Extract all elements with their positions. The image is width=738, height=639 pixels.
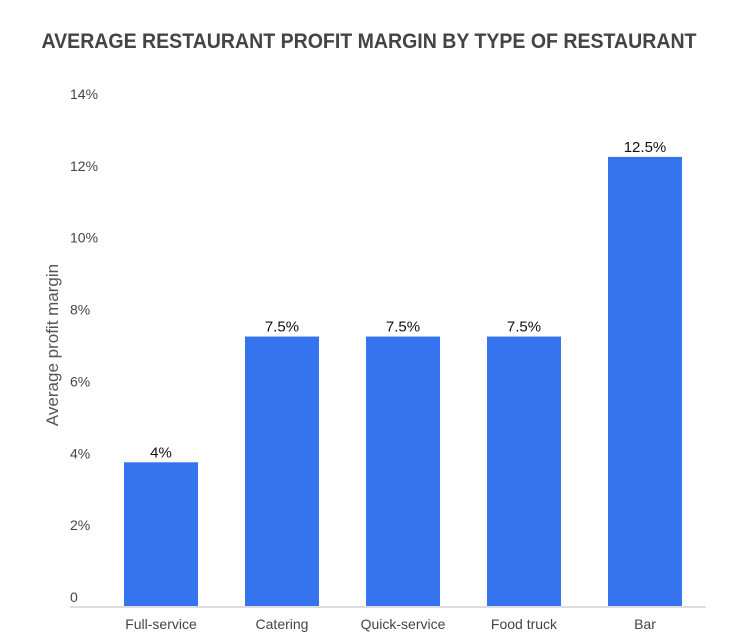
bar: [245, 336, 319, 607]
x-tick-label: Quick-service: [361, 616, 446, 632]
x-tick-label: Bar: [634, 616, 656, 632]
y-tick-label: 10%: [70, 230, 98, 246]
x-tick-label: Food truck: [491, 616, 558, 632]
data-label: 4%: [150, 444, 172, 461]
bar: [608, 156, 682, 607]
chart-title: AVERAGE RESTAURANT PROFIT MARGIN BY TYPE…: [42, 30, 697, 53]
data-label: 7.5%: [386, 319, 420, 336]
x-tick-label: Catering: [256, 616, 309, 632]
y-tick-label: 12%: [70, 158, 98, 174]
bar: [124, 462, 198, 607]
y-axis-label: Average profit margin: [43, 264, 62, 426]
bar: [366, 336, 440, 607]
y-tick-label: 4%: [70, 445, 90, 461]
x-tick-label: Full-service: [125, 616, 197, 632]
data-label: 7.5%: [507, 319, 541, 336]
y-tick-label: 14%: [70, 86, 98, 102]
y-tick-label: 2%: [70, 517, 90, 533]
y-tick-label: 8%: [70, 302, 90, 318]
y-tick-label: 0: [70, 589, 78, 605]
y-tick-label: 6%: [70, 373, 90, 389]
data-label: 12.5%: [624, 139, 667, 156]
bar: [487, 336, 561, 607]
data-label: 7.5%: [265, 319, 299, 336]
